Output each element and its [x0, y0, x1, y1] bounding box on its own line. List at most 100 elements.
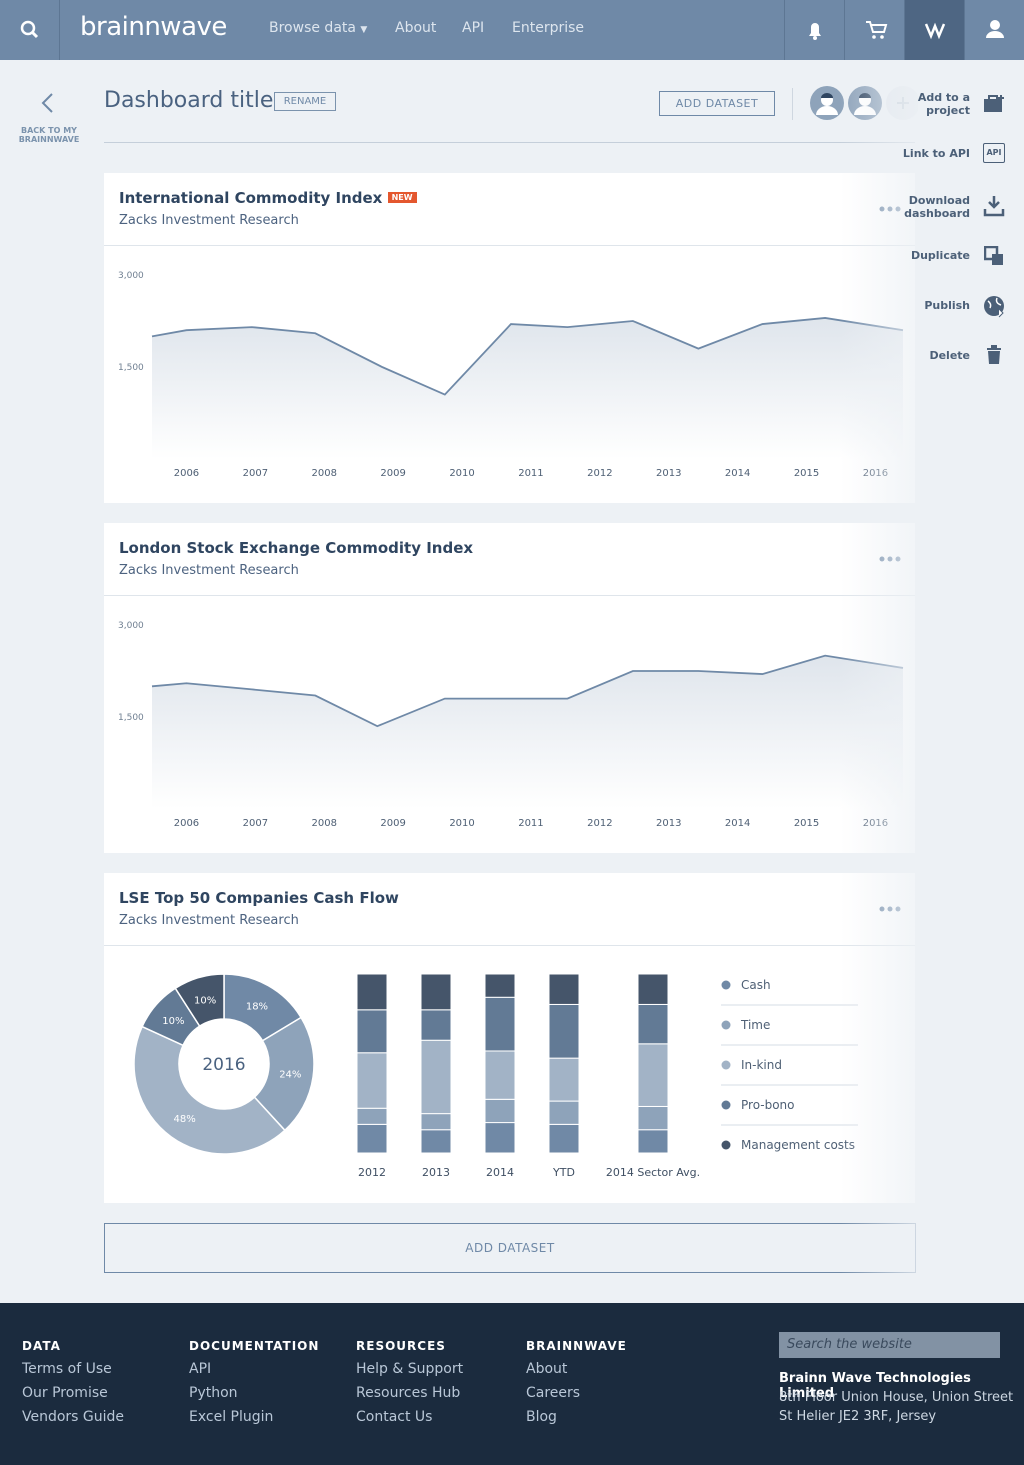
bar-segment — [637, 1129, 669, 1154]
profile[interactable] — [964, 0, 1024, 60]
x-tick-label: YTD — [552, 1166, 575, 1179]
footer-link[interactable]: Blog — [526, 1409, 557, 1425]
footer: DATA Terms of Use Our Promise Vendors Gu… — [0, 1303, 1024, 1465]
logo[interactable]: brainnwave — [80, 12, 227, 42]
x-tick-label: 2012 — [358, 1166, 386, 1179]
footer-link[interactable]: Resources Hub — [356, 1385, 461, 1401]
bar-segment — [420, 973, 452, 1011]
slice-label: 10% — [162, 1016, 184, 1027]
notifications[interactable] — [784, 0, 845, 60]
legend-swatch — [721, 980, 731, 990]
y-tick-label: 3,000 — [118, 621, 144, 631]
bar-segment — [548, 973, 580, 1005]
bar-segment — [484, 996, 516, 1052]
briefcase-icon — [984, 95, 1004, 112]
back-link[interactable]: BACK TO MY BRAINNWAVE — [18, 126, 80, 144]
action-add-to-project[interactable]: Add to a project — [917, 91, 970, 117]
bar-segment — [484, 1050, 516, 1100]
bar-segment — [548, 1123, 580, 1154]
card-title: LSE Top 50 Companies Cash Flow — [119, 889, 399, 907]
nav-link[interactable]: About — [395, 20, 437, 36]
rename-button[interactable]: RENAME — [274, 92, 336, 111]
line — [151, 654, 904, 728]
slice-label: 48% — [174, 1114, 196, 1125]
x-tick-label: 2011 — [518, 468, 543, 479]
x-tick-label: 2014 — [725, 468, 750, 479]
brand-menu[interactable] — [904, 0, 965, 60]
footer-link[interactable]: Vendors Guide — [22, 1409, 125, 1425]
address-line: St Helier JE2 3RF, Jersey — [779, 1409, 937, 1424]
x-tick-label: 2010 — [449, 468, 474, 479]
legend-label: Cash — [741, 978, 771, 992]
slice-label: 24% — [279, 1070, 301, 1081]
legend-label: Management costs — [741, 1138, 855, 1152]
footer-link[interactable]: Careers — [526, 1385, 581, 1401]
x-tick-label: 2009 — [380, 818, 405, 829]
action-download[interactable]: Download dashboard — [904, 194, 970, 220]
card-title: London Stock Exchange Commodity Index — [119, 539, 474, 557]
download-icon — [983, 196, 1005, 217]
legend-swatch — [721, 1140, 731, 1150]
footer-link[interactable]: Help & Support — [356, 1361, 464, 1377]
bar-segment — [420, 1039, 452, 1115]
cart[interactable] — [844, 0, 905, 60]
x-tick-label: 2012 — [587, 468, 612, 479]
divider — [59, 0, 60, 60]
footer-heading: BRAINNWAVE — [526, 1339, 627, 1353]
x-tick-label: 2013 — [656, 468, 681, 479]
search-input[interactable]: Search the website — [779, 1332, 1000, 1358]
chart: 1,500 3,000 2006 2007 2008 2009 2010 2011 2012 20… — [118, 621, 904, 829]
legend-swatch — [721, 1020, 731, 1030]
back-arrow[interactable] — [38, 92, 58, 114]
area-fill — [152, 317, 903, 459]
action-link-api[interactable]: Link to API — [902, 147, 970, 160]
footer-link[interactable]: Our Promise — [22, 1385, 108, 1401]
nav-link[interactable]: API — [462, 20, 485, 36]
dashboard-title: Dashboard title — [104, 88, 274, 113]
x-tick-label: 2013 — [422, 1166, 450, 1179]
legend-label: In-kind — [741, 1058, 782, 1072]
pie-slice — [174, 973, 225, 1028]
action-delete[interactable]: Delete — [929, 349, 970, 362]
bar-segment — [356, 1009, 388, 1054]
chart-card: LSE Top 50 Companies Cash Flow Zacks Inv… — [104, 873, 915, 1203]
card-menu[interactable] — [879, 555, 901, 563]
x-tick-label: 2006 — [174, 818, 199, 829]
nav-link[interactable]: Browse data ▼ — [269, 20, 368, 36]
add-dataset-bottom[interactable]: ADD DATASET — [104, 1223, 916, 1273]
legend-swatch — [721, 1100, 731, 1110]
pie-center-label: 2016 — [202, 1055, 245, 1075]
x-tick-label: 2007 — [243, 468, 268, 479]
legend-label: Time — [740, 1018, 770, 1032]
bar-segment — [637, 1003, 669, 1045]
card-source: Zacks Investment Research — [119, 563, 299, 578]
card-title-text: International Commodity Index — [119, 189, 383, 207]
card-menu[interactable] — [879, 205, 901, 213]
footer-heading: DATA — [22, 1339, 61, 1353]
footer-heading: DOCUMENTATION — [189, 1339, 320, 1353]
x-tick-label: 2016 — [863, 468, 888, 479]
pie-slice — [133, 1025, 286, 1155]
add-dataset-button[interactable]: ADD DATASET — [659, 91, 775, 116]
action-duplicate[interactable]: Duplicate — [910, 249, 970, 262]
footer-link[interactable]: API — [189, 1361, 212, 1377]
footer-link[interactable]: Terms of Use — [22, 1361, 112, 1377]
action-publish[interactable]: Publish — [924, 299, 970, 312]
search-icon[interactable] — [0, 0, 60, 60]
bar-segment — [548, 1003, 580, 1059]
card-menu[interactable] — [879, 905, 901, 913]
api-icon: API — [983, 143, 1005, 163]
chart-card: London Stock Exchange Commodity Index Za… — [104, 523, 915, 853]
new-badge: NEW — [387, 192, 417, 203]
footer-link[interactable]: About — [526, 1361, 568, 1377]
footer-link[interactable]: Contact Us — [356, 1409, 433, 1425]
x-tick-label: 2011 — [518, 818, 543, 829]
nav-link[interactable]: Enterprise — [512, 20, 585, 36]
legend-swatch — [721, 1060, 731, 1070]
x-tick-label: 2006 — [174, 468, 199, 479]
footer-link[interactable]: Excel Plugin — [189, 1409, 274, 1425]
chart-card: International Commodity Index NEW Zacks … — [104, 173, 915, 503]
x-tick-label: 2013 — [656, 818, 681, 829]
footer-link[interactable]: Python — [189, 1385, 238, 1401]
